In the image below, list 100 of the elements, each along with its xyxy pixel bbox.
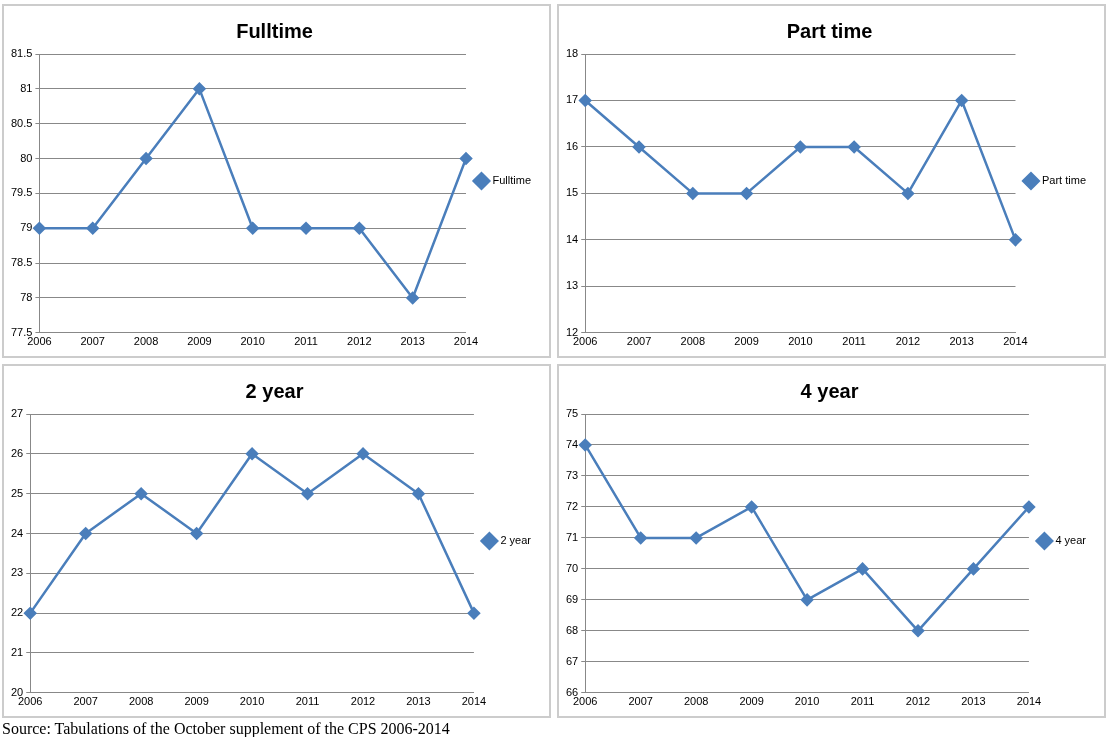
y-tick-label: 79.5 (10, 186, 33, 199)
x-tick-label: 2006 (572, 335, 598, 348)
point (190, 527, 203, 540)
y-tick-label: 80 (20, 151, 33, 164)
y-tick-label: 69 (565, 592, 579, 605)
x-tick-label: 2008 (128, 695, 154, 708)
y-tick-label: 73 (565, 468, 579, 481)
legend-label: Part time (1041, 174, 1086, 187)
y-tick-label: 81.5 (10, 47, 33, 60)
x-tick-label: 2009 (187, 335, 212, 348)
legend-label: 2 year (500, 534, 532, 547)
y-tick-label: 77.5 (10, 325, 33, 338)
x-tick-label: 2013 (961, 695, 986, 708)
point (79, 527, 92, 540)
point (1009, 233, 1022, 247)
source-note: Source: Tabulations of the October supplement of the CPS 2006-2014 (2, 720, 451, 737)
point (689, 531, 703, 545)
y-tick-label: 22 (10, 606, 24, 619)
x-tick-label: 2009 (739, 695, 764, 708)
y-tick-label: 78.5 (10, 256, 33, 269)
point (353, 222, 366, 235)
x-tick-label: 2011 (850, 695, 875, 708)
point (459, 152, 473, 165)
y-tick-label: 26 (10, 446, 24, 459)
point (740, 187, 753, 200)
point (578, 438, 592, 452)
x-tick-label: 2013 (949, 335, 974, 348)
x-tick-label: 2012 (905, 695, 931, 708)
chart-title: 2 year (245, 379, 304, 402)
y-tick-label: 18 (565, 47, 579, 60)
x-tick-label: 2009 (734, 335, 759, 348)
x-tick-label: 2014 (453, 335, 479, 348)
y-tick-label: 66 (565, 685, 579, 698)
point (632, 140, 646, 154)
y-tick-label: 74 (565, 438, 579, 451)
y-tick-label: 80.5 (10, 116, 33, 129)
x-tick-label: 2012 (895, 335, 921, 348)
x-tick-label: 2011 (294, 335, 318, 348)
x-tick-label: 2009 (184, 695, 209, 708)
point (406, 291, 419, 305)
x-tick-label: 2006 (17, 695, 43, 708)
y-tick-label: 23 (10, 566, 24, 579)
point (193, 82, 206, 96)
x-tick-label: 2013 (406, 695, 431, 708)
x-tick-label: 2013 (400, 335, 425, 348)
point (794, 140, 807, 154)
x-tick-label: 2007 (626, 335, 652, 348)
x-tick-label: 2012 (347, 335, 372, 348)
x-tick-label: 2011 (295, 695, 320, 708)
x-tick-label: 2007 (73, 695, 98, 708)
point (745, 500, 758, 514)
y-tick-label: 13 (565, 279, 579, 292)
x-tick-label: 2008 (680, 335, 706, 348)
y-tick-label: 72 (565, 499, 579, 512)
y-tick-label: 20 (10, 685, 24, 698)
point (301, 487, 314, 500)
x-tick-label: 2010 (788, 335, 813, 348)
point (245, 447, 259, 461)
point (467, 606, 481, 620)
x-tick-label: 2010 (240, 335, 265, 348)
y-tick-label: 21 (10, 646, 24, 658)
x-tick-label: 2006 (27, 335, 52, 348)
point (356, 447, 370, 461)
legend-label: 4 year (1055, 534, 1087, 547)
point (911, 624, 925, 638)
y-tick-label: 12 (565, 325, 579, 338)
point (856, 562, 869, 576)
y-tick-label: 25 (10, 486, 24, 499)
x-tick-label: 2012 (350, 695, 376, 708)
point (139, 152, 153, 165)
y-tick-label: 17 (565, 93, 579, 106)
point (634, 531, 647, 545)
x-tick-label: 2010 (794, 695, 820, 708)
point (412, 487, 425, 500)
x-tick-label: 2014 (1016, 695, 1042, 708)
x-tick-label: 2010 (239, 695, 265, 708)
point (847, 140, 861, 154)
y-tick-label: 78 (20, 290, 33, 303)
chart-title: Part time (786, 19, 873, 42)
chart-title: 4 year (800, 379, 859, 402)
x-tick-label: 2011 (842, 335, 866, 348)
x-tick-label: 2006 (572, 695, 598, 708)
y-tick-label: 75 (565, 407, 579, 420)
x-tick-label: 2007 (628, 695, 653, 708)
point (967, 562, 980, 576)
y-tick-label: 16 (565, 139, 579, 152)
point (686, 187, 700, 200)
point (33, 222, 46, 235)
legend-label: Fulltime (492, 174, 532, 187)
y-tick-label: 81 (20, 81, 33, 94)
y-tick-label: 27 (10, 407, 24, 420)
x-tick-label: 2014 (1003, 335, 1028, 348)
y-tick-label: 24 (10, 526, 24, 539)
x-tick-label: 2008 (133, 335, 159, 348)
point (246, 222, 259, 235)
point (1022, 500, 1036, 514)
y-tick-label: 71 (565, 530, 579, 543)
point (23, 606, 37, 620)
chart-title: Fulltime (236, 19, 313, 42)
y-tick-label: 79 (20, 221, 33, 234)
